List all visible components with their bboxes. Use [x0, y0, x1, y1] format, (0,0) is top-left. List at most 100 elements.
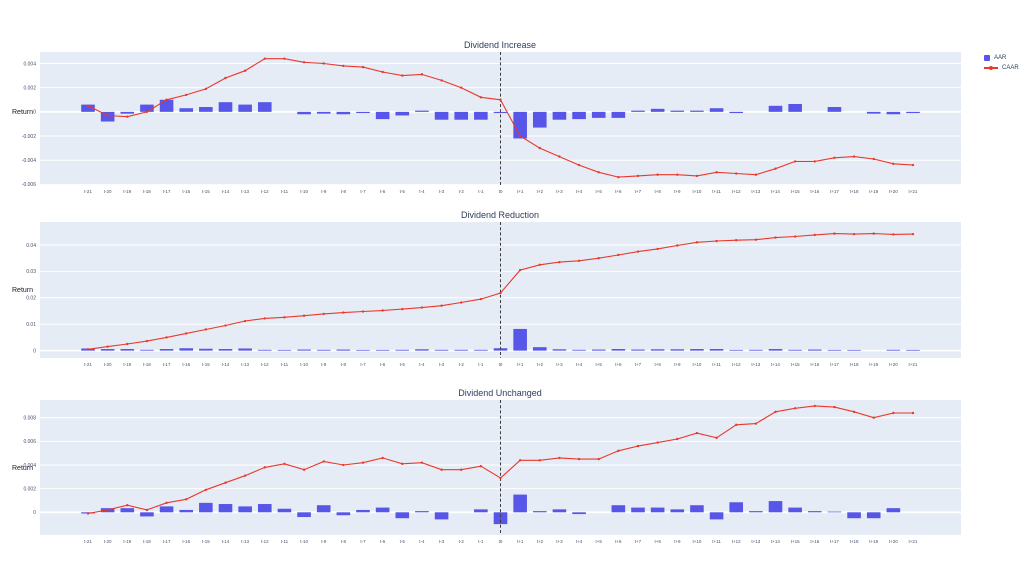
x-tick-label: t+15 — [791, 189, 800, 194]
bar — [100, 349, 115, 351]
bar — [847, 512, 861, 519]
bar — [827, 107, 842, 112]
x-tick-label: t+2 — [537, 189, 544, 194]
bar — [336, 349, 351, 351]
bar — [827, 349, 842, 351]
plot-area — [40, 400, 961, 535]
bar — [572, 111, 586, 120]
x-tick-label: t-15 — [202, 189, 210, 194]
bar — [434, 349, 449, 351]
bar — [493, 512, 508, 525]
x-axis-labels: t-21 t-20 t-19 t-18 t-17 t-16 t-15 t-14 t-13 t-12… — [84, 539, 918, 544]
x-tick-label: t+8 — [654, 539, 661, 544]
bar — [159, 506, 174, 513]
bar — [159, 349, 174, 351]
x-tick-label: t-3 — [439, 362, 445, 367]
bar — [474, 111, 488, 120]
bar — [591, 111, 606, 118]
y-tick-label: 0.01 — [26, 322, 36, 328]
x-tick-label: t+21 — [909, 362, 918, 367]
bar — [709, 349, 724, 351]
bar — [395, 349, 410, 351]
bar — [866, 512, 881, 519]
x-tick-label: t+11 — [712, 539, 721, 544]
x-tick-label: t+16 — [810, 362, 819, 367]
x-tick-label: t-3 — [439, 189, 445, 194]
x-tick-label: t+19 — [869, 362, 878, 367]
bar — [199, 348, 213, 351]
x-tick-label: t+13 — [751, 362, 760, 367]
chart-dividend-reduction: Dividend Reduction Return 0.04 0.03 0.02 0.… — [12, 210, 961, 367]
bar — [886, 349, 901, 351]
x-tick-label: t+8 — [654, 362, 661, 367]
bar — [886, 111, 901, 115]
x-tick-label: t+11 — [712, 362, 721, 367]
x-tick-label: t+12 — [732, 539, 741, 544]
bar — [729, 502, 744, 513]
legend-item-aar[interactable]: AAR — [984, 55, 1019, 61]
bar — [395, 512, 410, 519]
bar — [906, 349, 920, 351]
bar — [709, 512, 724, 520]
chart-title: Dividend Unchanged — [458, 388, 542, 398]
bar — [513, 328, 527, 351]
y-tick-label: 0.002 — [23, 486, 36, 492]
bar — [375, 111, 390, 120]
x-tick-label: t-11 — [281, 362, 289, 367]
x-tick-label: t+17 — [830, 362, 839, 367]
x-tick-label: t-14 — [222, 189, 230, 194]
x-tick-label: t+13 — [751, 539, 760, 544]
x-tick-label: t-17 — [163, 189, 171, 194]
x-tick-label: t+1 — [517, 362, 524, 367]
x-tick-label: t-18 — [143, 539, 151, 544]
caar-swatch-icon — [984, 66, 998, 71]
bar — [788, 349, 802, 351]
x-tick-label: t+5 — [596, 539, 603, 544]
bar — [120, 508, 135, 513]
y-axis-label: Return — [12, 109, 33, 116]
bar-series-aar — [81, 99, 920, 139]
x-tick-label: t-21 — [84, 539, 92, 544]
y-tick-label: 0.004 — [23, 61, 36, 67]
x-tick-label: t-6 — [380, 362, 386, 367]
x-tick-label: t0 — [499, 539, 503, 544]
x-tick-label: t+10 — [692, 189, 701, 194]
x-tick-label: t-4 — [419, 362, 425, 367]
bar — [120, 111, 135, 114]
bar — [415, 349, 429, 351]
chart-title: Dividend Increase — [464, 40, 536, 50]
y-tick-label: 0.004 — [23, 463, 36, 469]
legend-item-caar[interactable]: CAAR — [984, 65, 1019, 71]
x-tick-label: t-8 — [341, 189, 347, 194]
x-tick-label: t-1 — [478, 189, 484, 194]
bar — [238, 506, 252, 513]
x-tick-label: t+20 — [889, 362, 898, 367]
x-tick-label: t+1 — [517, 539, 524, 544]
x-tick-label: t-2 — [459, 539, 465, 544]
x-tick-label: t-20 — [104, 362, 112, 367]
bar — [297, 349, 311, 351]
x-tick-label: t+2 — [537, 539, 544, 544]
bar — [807, 349, 822, 351]
x-tick-label: t+7 — [635, 539, 642, 544]
bar — [199, 502, 213, 513]
x-tick-label: t-9 — [321, 539, 327, 544]
x-tick-label: t+20 — [889, 189, 898, 194]
x-tick-label: t-11 — [281, 539, 289, 544]
x-tick-label: t-20 — [104, 539, 112, 544]
x-tick-label: t-12 — [261, 539, 269, 544]
y-tick-label: 0.006 — [23, 439, 36, 445]
bar — [591, 349, 606, 351]
bar — [316, 505, 331, 513]
bar — [218, 349, 233, 351]
bar — [336, 512, 351, 516]
line-markers — [86, 404, 915, 515]
bar — [768, 501, 783, 513]
y-tick-label: -0.006 — [22, 182, 36, 188]
bar — [238, 104, 252, 112]
bar — [611, 349, 626, 351]
bar — [670, 349, 685, 351]
x-tick-label: t-8 — [341, 362, 347, 367]
x-tick-label: t-3 — [439, 539, 445, 544]
x-tick-label: t+17 — [830, 539, 839, 544]
